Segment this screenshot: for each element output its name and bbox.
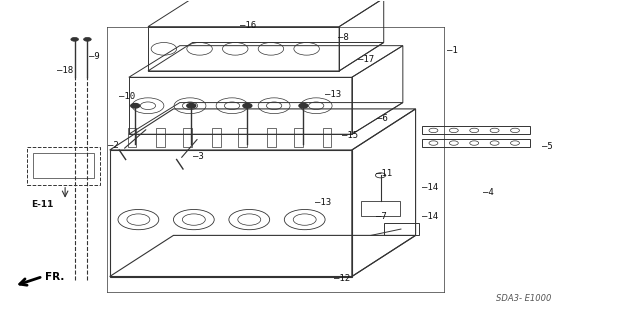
Text: E-11: E-11 <box>31 200 54 209</box>
Text: —1: —1 <box>447 46 458 55</box>
Text: —11: —11 <box>376 169 392 178</box>
Bar <box>323 128 332 147</box>
Text: —5: —5 <box>541 142 552 151</box>
Bar <box>27 147 100 185</box>
Bar <box>33 153 94 178</box>
Bar <box>212 128 221 147</box>
Text: —9: —9 <box>90 52 100 61</box>
Text: —16: —16 <box>241 21 257 30</box>
Circle shape <box>84 37 92 41</box>
Circle shape <box>131 104 140 108</box>
Text: —13: —13 <box>325 90 341 99</box>
Text: —4: —4 <box>483 188 494 197</box>
Text: —17: —17 <box>358 56 374 64</box>
Circle shape <box>243 104 252 108</box>
Circle shape <box>71 37 79 41</box>
Text: —14: —14 <box>422 212 438 221</box>
Text: —7: —7 <box>376 212 387 221</box>
Text: —6: —6 <box>378 114 388 123</box>
Bar <box>156 128 165 147</box>
Text: —18: —18 <box>58 66 74 75</box>
Bar <box>239 128 247 147</box>
Text: —12: —12 <box>334 274 350 283</box>
Text: —3: —3 <box>193 152 204 161</box>
Bar <box>294 128 303 147</box>
Text: —2: —2 <box>108 141 119 150</box>
Text: —13: —13 <box>315 198 331 207</box>
Bar <box>267 128 276 147</box>
Text: —8: —8 <box>338 33 349 42</box>
Text: FR.: FR. <box>45 271 64 281</box>
Bar <box>127 128 136 147</box>
Bar <box>183 128 192 147</box>
Text: —15: —15 <box>342 131 358 140</box>
Text: SDA3- E1000: SDA3- E1000 <box>496 294 552 303</box>
Text: —10: —10 <box>119 92 136 101</box>
Circle shape <box>299 104 308 108</box>
Text: —14: —14 <box>422 183 438 192</box>
Circle shape <box>187 104 196 108</box>
